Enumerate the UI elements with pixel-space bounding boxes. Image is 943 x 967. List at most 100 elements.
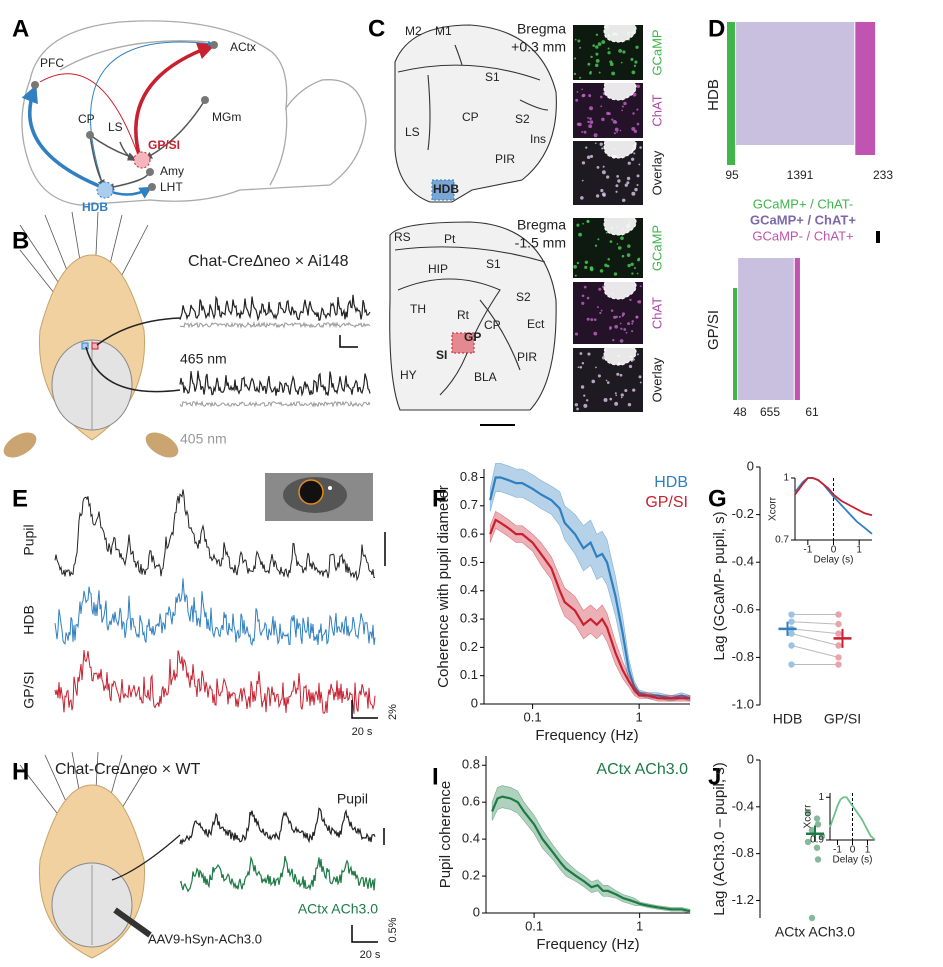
cell xyxy=(636,108,639,111)
count-bar xyxy=(855,22,876,155)
x-tick-label: -1 xyxy=(833,845,842,856)
x-tick-label: GP/SI xyxy=(824,711,861,727)
error-band xyxy=(491,785,691,914)
count-label: 233 xyxy=(873,168,893,182)
point xyxy=(813,844,821,851)
x-tick-label: 1 xyxy=(865,845,871,856)
point xyxy=(814,821,822,828)
cell xyxy=(581,88,583,91)
cell xyxy=(624,183,628,187)
region-label: HDB xyxy=(82,200,108,214)
cell xyxy=(614,127,619,132)
projection-arrows xyxy=(21,41,216,199)
trace-label: Pupil xyxy=(21,524,37,555)
cell xyxy=(584,265,588,269)
region-label: Ins xyxy=(530,132,546,146)
cell xyxy=(573,72,577,76)
cell xyxy=(588,124,593,129)
cell xyxy=(581,94,585,98)
y-tick-label: 1 xyxy=(783,473,789,484)
cell xyxy=(616,131,618,133)
y-axis-label: Lag (GCaMP- pupil, s) xyxy=(711,511,728,660)
x-axis-label: Delay (s) xyxy=(832,855,872,866)
y-tick-label: 0.1 xyxy=(460,667,478,682)
point xyxy=(788,618,795,625)
x-tick-label: 1 xyxy=(636,709,643,724)
cell xyxy=(579,76,582,79)
region-label: S2 xyxy=(515,112,530,126)
point xyxy=(804,838,812,846)
cell xyxy=(599,269,604,273)
cell xyxy=(616,243,619,245)
panel-label: B xyxy=(12,227,29,254)
count-bar xyxy=(733,288,738,400)
x-tick-label: HDB xyxy=(773,711,803,727)
mouse-head-b xyxy=(3,211,181,458)
cell xyxy=(609,328,612,331)
y-tick-label: 1 xyxy=(818,792,824,803)
legend-label: GCaMP- / ChAT+ xyxy=(752,228,853,243)
eye-photo xyxy=(265,473,373,521)
cell xyxy=(601,40,606,44)
region-label: HDB xyxy=(433,182,459,196)
bregma: Bregma xyxy=(517,217,566,233)
cell xyxy=(606,381,610,384)
cell xyxy=(627,244,631,248)
cell xyxy=(599,311,602,315)
cell xyxy=(627,322,631,326)
cell xyxy=(587,120,590,124)
cell xyxy=(601,170,606,175)
cell xyxy=(596,166,600,169)
cell xyxy=(589,70,592,74)
pair-line xyxy=(791,621,839,625)
trace xyxy=(54,578,376,647)
cell xyxy=(635,45,639,49)
y-axis-label: Pupil coherence xyxy=(437,781,454,889)
cell xyxy=(576,91,579,93)
cell xyxy=(585,146,588,149)
y-tick-label: 0 xyxy=(473,904,480,919)
trace-label: 465 nm xyxy=(180,351,227,367)
cell xyxy=(626,253,631,257)
hdb-site xyxy=(431,179,455,201)
count-bar xyxy=(794,258,800,400)
group-label: GP/SI xyxy=(705,310,722,350)
count-label: 48 xyxy=(733,405,747,419)
cell xyxy=(612,338,615,342)
scale-bar xyxy=(351,925,378,943)
legend-label: GCaMP+ / ChAT- xyxy=(753,196,854,211)
cell xyxy=(637,257,641,260)
point xyxy=(835,654,842,661)
x-tick-label: 0.1 xyxy=(525,918,543,933)
cell xyxy=(623,101,627,106)
cell xyxy=(573,264,577,269)
cell xyxy=(614,392,617,395)
cell xyxy=(579,365,583,369)
point xyxy=(814,856,822,863)
cell xyxy=(632,112,635,115)
legend-label: GP/SI xyxy=(645,494,688,511)
cell xyxy=(627,402,632,407)
cell xyxy=(584,260,589,265)
y-tick-label: 0 xyxy=(471,695,478,710)
cell xyxy=(625,331,628,334)
count-label: 61 xyxy=(805,405,819,419)
y-tick-label: 0.9 xyxy=(810,835,824,846)
cell xyxy=(586,155,591,160)
count-bar xyxy=(736,22,855,145)
cell xyxy=(586,219,590,223)
trace xyxy=(179,370,371,397)
cell xyxy=(577,39,581,43)
cell xyxy=(605,175,610,179)
bregma-level: +0.3 mm xyxy=(511,39,566,55)
region-label: ACtx xyxy=(230,40,256,54)
cell xyxy=(603,397,608,402)
cell xyxy=(605,379,608,382)
cell xyxy=(589,267,594,272)
cell xyxy=(612,120,617,124)
cell xyxy=(583,403,588,408)
cell xyxy=(630,262,634,266)
trace-label: Pupil xyxy=(337,791,368,807)
scale-label: 20 s xyxy=(360,949,381,961)
cell xyxy=(624,388,628,393)
